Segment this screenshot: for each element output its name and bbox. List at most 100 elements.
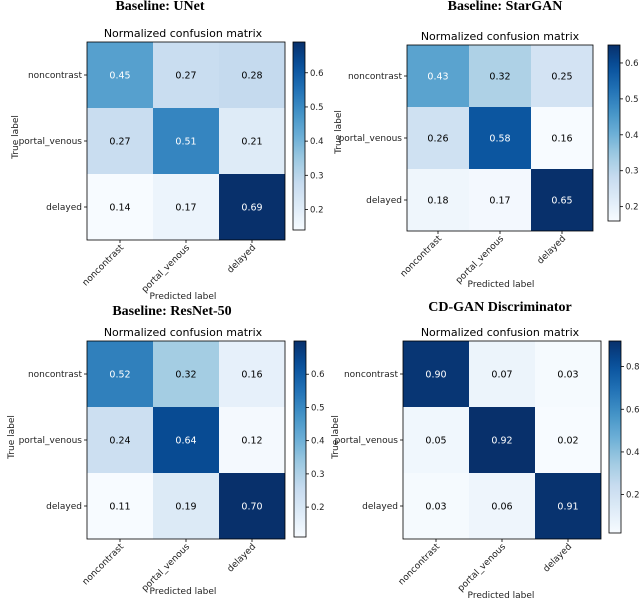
colorbar <box>293 340 307 538</box>
confusion-matrix-panel-3: Baseline: ResNet-50 Normalized confusion … <box>7 304 325 597</box>
cell-value-label: 0.02 <box>557 436 578 447</box>
x-axis-label: Predicted label <box>150 587 217 597</box>
y-tick-label: noncontrast <box>28 370 83 380</box>
y-tick-label: noncontrast <box>348 72 403 82</box>
heatmap-cell <box>407 45 469 107</box>
panel-title: Baseline: StarGAN <box>448 0 563 14</box>
colorbar-tick-label: 0.6 <box>311 370 325 380</box>
y-tick-label: noncontrast <box>344 370 399 380</box>
x-tick-label: portal_venous <box>456 542 508 594</box>
cell-value-label: 0.05 <box>425 436 446 447</box>
cell-value-label: 0.43 <box>427 72 448 83</box>
heatmap-cell <box>153 174 219 240</box>
x-tick-label: noncontrast <box>81 542 127 588</box>
y-tick-label: delayed <box>362 502 398 512</box>
colorbar-tick-label: 0.4 <box>311 437 325 447</box>
heatmap-cell <box>407 107 469 169</box>
cell-value-label: 0.27 <box>175 71 196 82</box>
confusion-matrix-panel-1: Baseline: UNet Normalized confusion matri… <box>11 0 324 302</box>
cell-value-label: 0.45 <box>109 71 130 82</box>
heatmap-cell <box>153 407 219 473</box>
heatmap-cell <box>219 407 285 473</box>
y-tick-label: portal_venous <box>19 436 83 446</box>
heatmap-cell <box>219 42 285 108</box>
heatmap-cell <box>403 341 469 407</box>
x-tick-label: delayed <box>542 542 574 574</box>
y-tick-label: delayed <box>46 502 82 512</box>
confusion-matrix-panel-4: CD-GAN Discriminator Normalized confusion… <box>331 300 640 601</box>
colorbar-tick-label: 0.2 <box>625 203 639 213</box>
x-tick-label: portal_venous <box>454 234 506 286</box>
cell-value-label: 0.16 <box>241 370 262 381</box>
cell-value-label: 0.91 <box>557 502 578 513</box>
chart-title: Normalized confusion matrix <box>421 30 580 43</box>
y-axis-label: True label <box>331 415 341 460</box>
cell-value-label: 0.26 <box>427 134 448 145</box>
colorbar-tick-label: 0.3 <box>311 470 325 480</box>
heatmap-cell <box>87 108 153 174</box>
colorbar-tick-label: 0.4 <box>625 131 639 141</box>
heatmap-cell <box>469 107 531 169</box>
cell-value-label: 0.18 <box>427 196 448 207</box>
cell-value-label: 0.03 <box>425 502 446 513</box>
panel-title: Baseline: UNet <box>115 0 204 14</box>
heatmap-cell <box>87 42 153 108</box>
cell-value-label: 0.32 <box>175 370 196 381</box>
chart-title: Normalized confusion matrix <box>104 326 263 339</box>
confusion-matrix-panel-2: Baseline: StarGAN Normalized confusion ma… <box>334 0 639 290</box>
cell-value-label: 0.65 <box>551 196 572 207</box>
y-axis-label: True label <box>7 415 17 460</box>
colorbar-tick-label: 0.4 <box>310 137 324 147</box>
cell-value-label: 0.28 <box>241 71 262 82</box>
colorbar-tick-label: 0.3 <box>310 171 324 181</box>
heatmap-cell <box>87 341 153 407</box>
cell-value-label: 0.07 <box>491 370 512 381</box>
x-axis-label: Predicted label <box>468 591 535 601</box>
cell-value-label: 0.52 <box>109 370 130 381</box>
colorbar-tick-label: 0.2 <box>311 503 325 513</box>
heatmap-cell <box>535 473 601 539</box>
heatmap-cell <box>469 45 531 107</box>
heatmap-cell <box>219 108 285 174</box>
cell-value-label: 0.17 <box>175 203 196 214</box>
x-tick-label: portal_venous <box>140 243 192 295</box>
cell-value-label: 0.51 <box>175 137 196 148</box>
heatmap-cell <box>87 174 153 240</box>
heatmap-cell <box>469 473 535 539</box>
heatmap-cell <box>219 174 285 240</box>
heatmap-cell <box>535 407 601 473</box>
y-axis-label: True label <box>11 115 21 160</box>
cell-value-label: 0.25 <box>551 72 572 83</box>
heatmap-cell <box>153 108 219 174</box>
x-tick-label: noncontrast <box>397 542 443 588</box>
colorbar-tick-label: 0.6 <box>625 59 639 69</box>
y-tick-label: noncontrast <box>28 71 83 81</box>
cell-value-label: 0.14 <box>109 203 130 214</box>
y-tick-label: delayed <box>46 203 82 213</box>
x-tick-label: delayed <box>536 234 568 266</box>
colorbar-tick-label: 0.3 <box>625 167 639 177</box>
heatmap-cell <box>153 42 219 108</box>
colorbar-tick-label: 0.6 <box>626 405 640 415</box>
chart-title: Normalized confusion matrix <box>421 326 580 339</box>
y-tick-label: portal_venous <box>19 137 83 147</box>
cell-value-label: 0.92 <box>491 436 512 447</box>
heatmap-cell <box>531 107 593 169</box>
cell-value-label: 0.24 <box>109 436 130 447</box>
heatmap-cell <box>407 169 469 231</box>
x-axis-label: Predicted label <box>468 280 535 290</box>
y-tick-label: portal_venous <box>335 436 399 446</box>
cell-value-label: 0.12 <box>241 436 262 447</box>
heatmap-cell <box>153 341 219 407</box>
colorbar-tick-label: 0.6 <box>310 69 324 79</box>
cell-value-label: 0.21 <box>241 137 262 148</box>
colorbar-tick-label: 0.8 <box>626 363 640 373</box>
cell-value-label: 0.06 <box>491 502 512 513</box>
heatmap-cell <box>87 473 153 539</box>
heatmap-cell <box>403 407 469 473</box>
x-tick-label: noncontrast <box>81 243 127 289</box>
colorbar-tick-label: 0.5 <box>311 403 325 413</box>
heatmap-cell <box>469 341 535 407</box>
cell-value-label: 0.19 <box>175 502 196 513</box>
